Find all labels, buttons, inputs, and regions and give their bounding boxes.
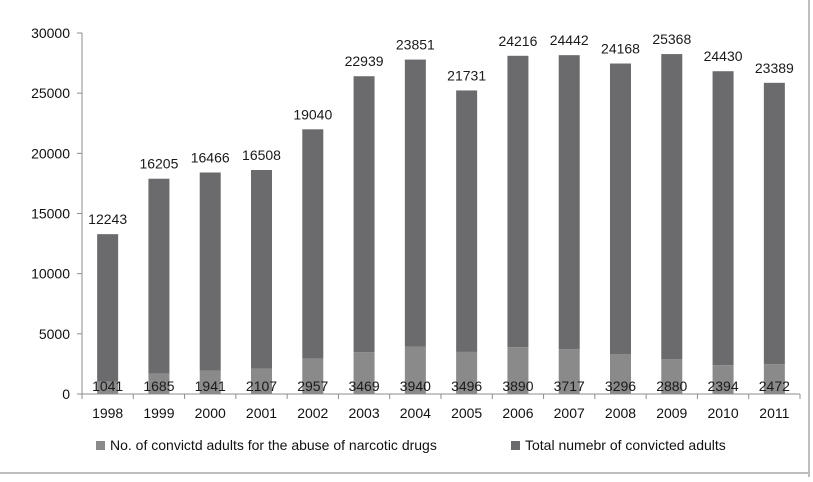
data-label-total: 24168 — [601, 41, 640, 57]
bar-narcotic-convictions — [507, 347, 529, 394]
bar-total-convictions — [199, 172, 221, 371]
data-label-narcotic: 2472 — [759, 378, 790, 394]
bar-total-convictions — [148, 178, 170, 374]
bar-narcotic-convictions — [763, 364, 785, 394]
x-tick-label: 1999 — [143, 405, 174, 421]
data-label-narcotic: 3940 — [400, 378, 431, 394]
bar-group — [97, 54, 785, 394]
bar-total-convictions — [610, 63, 631, 355]
data-label-total: 16205 — [139, 156, 178, 172]
x-tick-label: 2001 — [246, 405, 277, 421]
data-labels: 1041 12243 1685 16205 1941 16466 2107 16508 2957… — [88, 31, 794, 394]
x-tick-label: 2005 — [451, 405, 482, 421]
data-label-total: 23389 — [755, 60, 794, 76]
data-label-total: 19040 — [293, 106, 332, 122]
data-label-total: 23851 — [396, 37, 435, 53]
data-label-total: 22939 — [345, 53, 384, 69]
data-label-total: 21731 — [447, 67, 486, 83]
data-label-narcotic: 3717 — [554, 378, 585, 394]
data-label-total: 24430 — [704, 48, 743, 64]
data-label-narcotic: 3469 — [348, 378, 379, 394]
data-label-narcotic: 2880 — [656, 378, 687, 394]
data-label-narcotic: 3890 — [502, 378, 533, 394]
bar-narcotic-convictions — [251, 368, 272, 394]
bar-total-convictions — [251, 169, 272, 369]
bar-narcotic-convictions — [353, 352, 375, 394]
x-tick-label: 2009 — [656, 405, 687, 421]
bar-narcotic-convictions — [456, 351, 478, 394]
data-label-total: 24442 — [550, 32, 589, 48]
frame-border-right — [808, 0, 810, 477]
x-tick-label: 2002 — [297, 405, 328, 421]
bar-total-convictions — [302, 129, 324, 359]
y-tick-label: 5000 — [39, 326, 70, 342]
legend-swatch-total — [511, 441, 520, 450]
data-label-narcotic: 3496 — [451, 378, 482, 394]
data-label-total: 12243 — [88, 211, 127, 227]
data-label-narcotic: 1941 — [195, 378, 226, 394]
bar-total-convictions — [558, 55, 580, 350]
data-label-narcotic: 3296 — [605, 378, 636, 394]
bar-total-convictions — [456, 90, 478, 352]
y-tick-label: 30000 — [31, 25, 70, 41]
frame-border-bottom — [0, 472, 810, 474]
x-tick-label: 2006 — [502, 405, 533, 421]
bar-narcotic-convictions — [302, 358, 324, 394]
bar-narcotic-convictions — [610, 354, 631, 394]
bar-total-convictions — [97, 234, 119, 382]
x-tick-label: 2000 — [195, 405, 226, 421]
x-tick-label: 2011 — [759, 405, 789, 421]
bar-narcotic-convictions — [661, 359, 683, 394]
data-label-narcotic: 2107 — [246, 378, 277, 394]
y-tick-label: 0 — [62, 386, 70, 402]
bar-total-convictions — [763, 82, 785, 365]
data-label-total: 24216 — [498, 33, 537, 49]
chart-legend: No. of convictd adults for the abuse of … — [96, 437, 726, 453]
data-label-narcotic: 1041 — [92, 378, 123, 394]
bar-narcotic-convictions — [558, 349, 580, 394]
y-tick-label: 10000 — [31, 266, 70, 282]
bar-narcotic-convictions — [199, 370, 221, 394]
data-label-total: 25368 — [652, 31, 691, 47]
bar-narcotic-convictions — [148, 373, 170, 394]
bar-total-convictions — [661, 54, 683, 360]
chart-axes: 0 5000 10000 15000 20000 25000 30000 1998 1999 20… — [31, 25, 801, 421]
x-tick-label: 2007 — [554, 405, 585, 421]
x-tick-label: 2003 — [348, 405, 379, 421]
bar-narcotic-convictions — [404, 346, 426, 394]
legend-label-narcotic: No. of convictd adults for the abuse of … — [110, 437, 437, 453]
x-tick-label: 1998 — [92, 405, 123, 421]
bar-total-convictions — [712, 71, 734, 366]
x-tick-label: 2008 — [605, 405, 636, 421]
y-tick-label: 25000 — [31, 85, 70, 101]
data-label-narcotic: 2957 — [297, 378, 328, 394]
y-tick-label: 20000 — [31, 145, 70, 161]
bar-total-convictions — [507, 55, 529, 348]
data-label-total: 16466 — [191, 150, 230, 166]
bar-total-convictions — [404, 59, 426, 347]
x-tick-label: 2010 — [707, 405, 738, 421]
bar-total-convictions — [353, 76, 375, 353]
bar-narcotic-convictions — [712, 365, 734, 394]
y-tick-label: 15000 — [31, 206, 70, 222]
data-label-narcotic: 2394 — [707, 378, 738, 394]
data-label-total: 16508 — [242, 147, 281, 163]
bar-narcotic-convictions — [97, 381, 119, 394]
data-label-narcotic: 1685 — [143, 378, 174, 394]
legend-label-total: Total numebr of convicted adults — [525, 437, 726, 453]
x-tick-label: 2004 — [400, 405, 431, 421]
legend-swatch-narcotic — [96, 441, 105, 450]
